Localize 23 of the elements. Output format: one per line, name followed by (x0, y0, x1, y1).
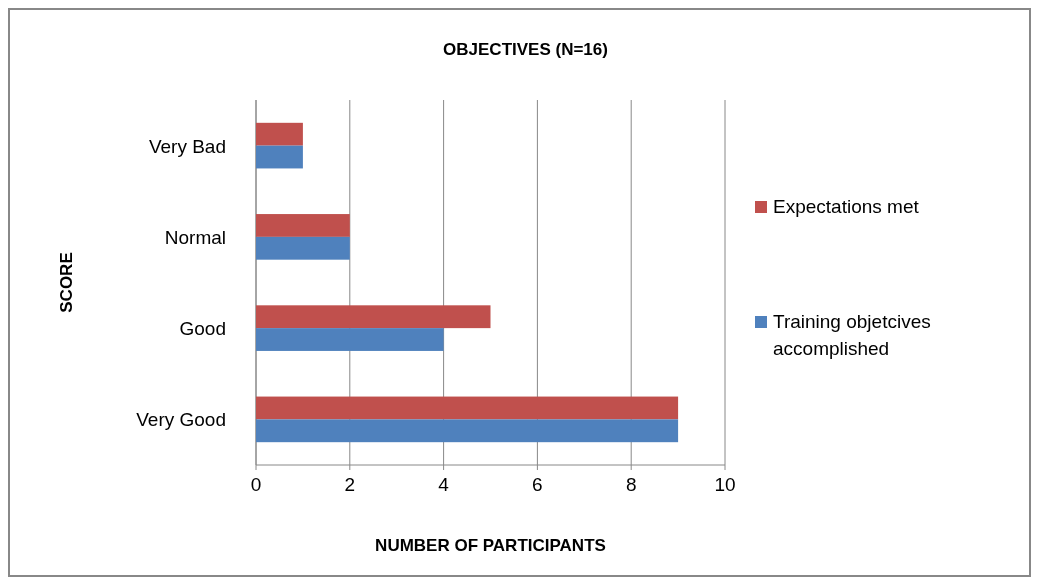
y-tick-label: Good (179, 318, 226, 340)
x-tick-label: 4 (438, 474, 450, 495)
bar (256, 145, 303, 169)
x-tick-label: 2 (344, 474, 356, 495)
y-tick-label: Very Bad (148, 135, 226, 157)
y-tick-label: Very Good (136, 409, 226, 431)
bar (256, 419, 679, 443)
bar (256, 122, 303, 146)
x-tick-label: 0 (250, 474, 262, 495)
bar (256, 396, 679, 420)
bar (256, 236, 350, 260)
x-tick-label: 10 (714, 474, 736, 495)
bar (256, 214, 350, 237)
bar (256, 305, 491, 329)
x-axis-title: NUMBER OF PARTICIPANTS (375, 536, 606, 555)
bar (256, 328, 444, 351)
chart-title: OBJECTIVES (N=16) (443, 40, 608, 59)
legend-label: Training objetcives accomplished (773, 311, 931, 359)
y-tick-label: Normal (164, 226, 226, 248)
x-tick-label: 6 (532, 474, 543, 495)
y-axis-title: SCORE (57, 252, 76, 313)
legend-label: Expectations met (773, 196, 920, 217)
x-tick-label: 8 (625, 474, 637, 495)
